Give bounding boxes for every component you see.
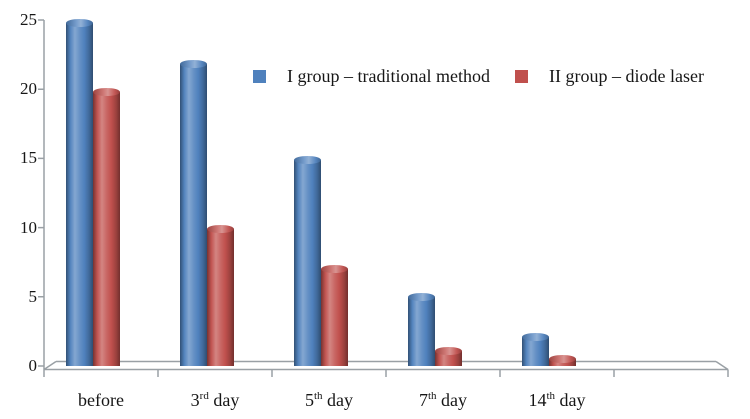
y-tick-label: 0: [28, 356, 38, 375]
legend-label-group1: I group – traditional method: [287, 65, 490, 86]
bar-group1-3rd-day: [180, 60, 207, 366]
bar-group1-before: [66, 18, 93, 366]
bar-cap: [207, 224, 234, 233]
bar-body: [207, 228, 234, 366]
bar-cap: [522, 332, 549, 341]
bar-body: [66, 22, 93, 366]
bar-cap: [66, 18, 93, 27]
y-tick-label: 20: [20, 79, 37, 99]
bar-cap: [549, 355, 576, 364]
bar-group1-14th-day: [522, 332, 549, 366]
y-tick-label: 25: [20, 10, 37, 29]
bar-group2-14th-day: [549, 355, 576, 366]
axis-lines: [38, 19, 729, 377]
bar-group1-7th-day: [408, 292, 435, 366]
bar-cap: [321, 265, 348, 274]
y-tick-label: 10: [20, 217, 37, 237]
bar-cap: [408, 292, 435, 301]
bar-cap: [435, 346, 462, 355]
legend-swatch-group1-icon: [253, 69, 266, 83]
legend-item-group1: I group – traditional method: [253, 65, 490, 87]
bar-group1-5th-day: [294, 155, 321, 366]
x-category-label: 7th day: [418, 390, 468, 410]
bar-body: [321, 269, 348, 366]
x-category-label: before: [78, 390, 124, 410]
legend-label-group2: II group – diode laser: [549, 65, 704, 86]
legend-item-group2: II group – diode laser: [515, 65, 704, 87]
y-tick-label: 15: [20, 148, 37, 168]
x-category-label: 14th day: [528, 390, 586, 410]
bar-group2-3rd-day: [207, 224, 234, 366]
bar-cap: [294, 155, 321, 164]
legend-swatch-group2-icon: [515, 69, 528, 83]
bar-body: [180, 64, 207, 366]
bar-group2-7th-day: [435, 346, 462, 366]
bar-cap: [93, 87, 120, 96]
y-tick-label: 5: [28, 286, 38, 306]
x-category-label: 3rd day: [190, 390, 240, 410]
bar-body: [93, 91, 120, 366]
x-category-label: 5th day: [304, 390, 354, 410]
bar-body: [522, 336, 549, 366]
bar-group2-before: [93, 87, 120, 366]
bar-group2-5th-day: [321, 265, 348, 366]
bar-body: [408, 296, 435, 366]
bar-cap: [180, 60, 207, 69]
bar-body: [294, 159, 321, 366]
